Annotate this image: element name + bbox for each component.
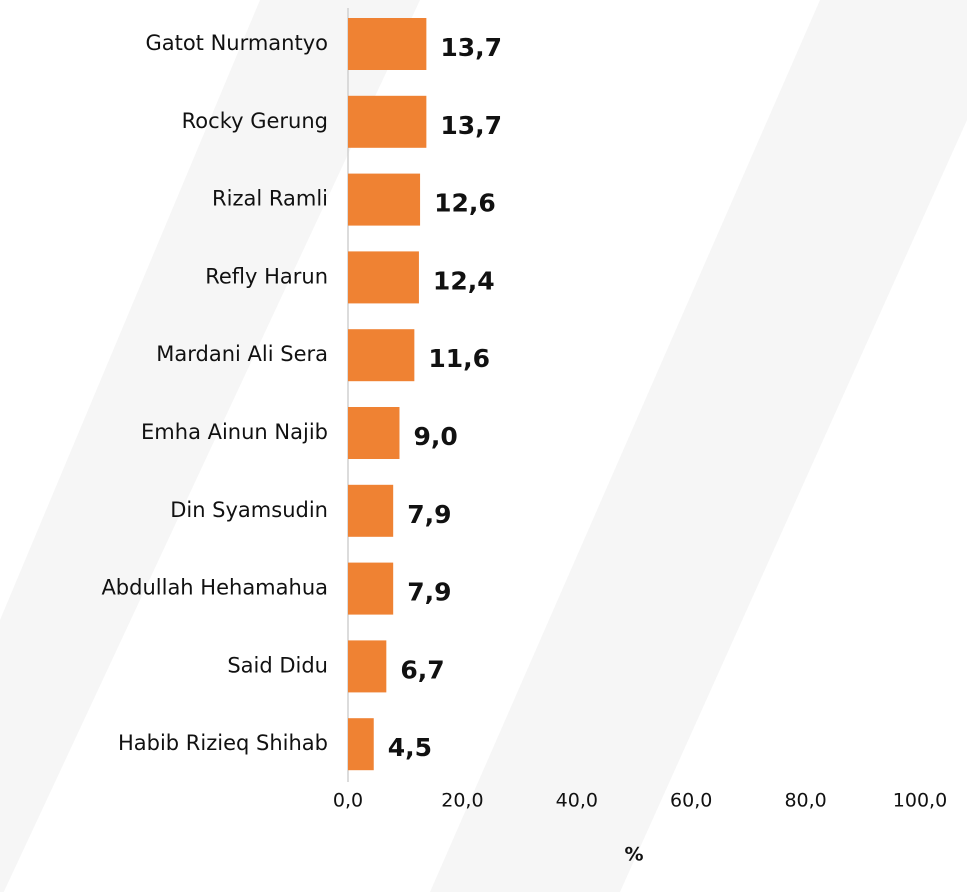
value-label: 13,7: [440, 111, 502, 140]
x-tick-label: 60,0: [670, 790, 712, 812]
bar: [348, 407, 400, 459]
y-tick-label: Din Syamsudin: [170, 498, 328, 522]
x-tick-label: 0,0: [333, 790, 363, 812]
bar: [348, 95, 427, 148]
y-tick-label: Rocky Gerung: [182, 109, 328, 133]
value-label: 7,9: [407, 500, 451, 529]
x-tick-label: 80,0: [784, 790, 826, 812]
y-tick-label: Rizal Ramli: [212, 187, 328, 211]
bar: [348, 329, 415, 382]
y-tick-label: Emha Ainun Najib: [141, 420, 328, 444]
y-tick-label: Said Didu: [227, 653, 328, 677]
y-tick-label: Mardani Ali Sera: [156, 342, 328, 366]
background-stripe: [0, 0, 420, 892]
value-label: 9,0: [413, 422, 457, 451]
value-label: 12,6: [434, 189, 496, 218]
value-label: 13,7: [440, 33, 502, 62]
value-label: 6,7: [400, 655, 444, 684]
bar: [348, 562, 394, 615]
bar: [348, 718, 374, 771]
value-label: 11,6: [428, 344, 490, 373]
y-tick-label: Habib Rizieq Shihab: [118, 731, 328, 755]
value-label: 7,9: [407, 578, 451, 607]
bar: [348, 18, 427, 70]
bar: [348, 640, 387, 693]
bar: [348, 251, 419, 304]
value-label: 4,5: [388, 733, 432, 762]
bar: [348, 484, 394, 537]
x-tick-label: 100,0: [893, 790, 947, 812]
background-stripe: [430, 0, 967, 892]
y-tick-label: Refly Harun: [205, 264, 328, 288]
y-tick-label: Abdullah Hehamahua: [101, 576, 328, 600]
bar: [348, 173, 421, 226]
x-tick-label: 20,0: [441, 790, 483, 812]
x-axis-title: %: [624, 844, 643, 866]
value-label: 12,4: [433, 266, 495, 295]
y-tick-label: Gatot Nurmantyo: [145, 31, 328, 55]
x-tick-label: 40,0: [556, 790, 598, 812]
